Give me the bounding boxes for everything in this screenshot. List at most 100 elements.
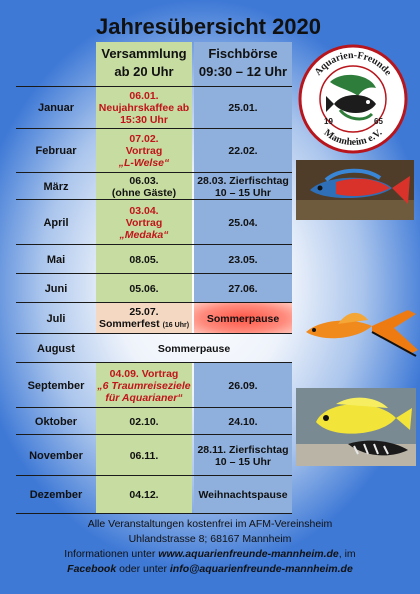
fischboerse-cell-line: 10 – 15 Uhr bbox=[215, 456, 271, 468]
fischboerse-cell-text: 25.01. bbox=[228, 102, 258, 114]
versammlung-cell-text: 25.07. bbox=[129, 305, 159, 318]
versammlung-cell-text: 04.12. bbox=[129, 489, 159, 501]
versammlung-cell-line: 06.11. bbox=[130, 450, 159, 462]
versammlung-header: Versammlung ab 20 Uhr bbox=[96, 42, 192, 86]
versammlung-header-line1: Versammlung bbox=[101, 46, 187, 61]
versammlung-cell-text: „6 Traumreiseziele bbox=[97, 379, 191, 392]
fischboerse-cell-line: Sommerpause bbox=[207, 313, 279, 325]
versammlung-cell-line: 05.06. bbox=[129, 283, 158, 295]
versammlung-cell: 04.12. bbox=[96, 476, 192, 514]
versammlung-cell-text: Neujahrskaffee ab bbox=[98, 102, 190, 114]
month-label: Juni bbox=[44, 282, 68, 295]
fischboerse-cell: 28.11. Zierfischtag 10 – 15 Uhr bbox=[194, 435, 292, 476]
fischboerse-cell: 23.05. bbox=[194, 245, 292, 274]
fischboerse-cell-text: 23.05. bbox=[228, 253, 258, 266]
website-link[interactable]: www.aquarienfreunde-mannheim.de bbox=[158, 548, 339, 560]
versammlung-cell: 06.11. bbox=[96, 435, 192, 476]
versammlung-cell-text: 15:30 Uhr bbox=[120, 114, 168, 126]
fischboerse-cell-text: 26.09. bbox=[228, 379, 258, 392]
month-label: Januar bbox=[37, 102, 75, 114]
versammlung-cell-line: 03.04. bbox=[129, 205, 158, 217]
month-label: August bbox=[37, 342, 75, 355]
month-label: Februar bbox=[35, 145, 77, 157]
fischboerse-cell-line: 26.09. bbox=[228, 380, 257, 392]
fischboerse-cell-line: 27.06. bbox=[228, 283, 257, 295]
killifish-photo bbox=[296, 160, 414, 220]
versammlung-cell-text: (ohne Gäste) bbox=[111, 186, 177, 199]
versammlung-cell-text: „Medaka“ bbox=[119, 228, 169, 241]
versammlung-cell-note: (16 Uhr) bbox=[162, 321, 190, 329]
footer-line-4: Facebook oder unter info@aquarienfreunde… bbox=[30, 563, 390, 575]
versammlung-cell: 08.05. bbox=[96, 245, 192, 274]
table-row: Juni 05.06. 27.06. bbox=[16, 273, 292, 303]
fischboerse-cell-text: 22.02. bbox=[228, 145, 258, 157]
versammlung-cell: 05.06. bbox=[96, 274, 192, 303]
versammlung-cell-line: 04.12. bbox=[129, 489, 158, 501]
versammlung-cell-line: 02.10. bbox=[129, 416, 158, 428]
versammlung-cell: 07.02. Vortrag „L-Welse“ bbox=[96, 129, 192, 173]
footer-info-suffix: , im bbox=[338, 548, 356, 560]
versammlung-cell-line: Vortrag bbox=[126, 217, 163, 229]
fischboerse-cell-text: Sommerpause bbox=[206, 312, 280, 325]
table-row: Oktober 02.10. 24.10. bbox=[16, 407, 292, 435]
versammlung-cell-line: 15:30 Uhr bbox=[120, 114, 168, 126]
fischboerse-cell-line: 28.11. Zierfischtag bbox=[197, 444, 288, 456]
versammlung-cell: 03.04. Vortrag „Medaka“ bbox=[96, 200, 192, 245]
versammlung-cell: 02.10. bbox=[96, 408, 192, 435]
footer-line-3: Informationen unter www.aquarienfreunde-… bbox=[30, 548, 390, 560]
versammlung-cell-text: 06.03. bbox=[129, 174, 159, 187]
versammlung-cell: 06.01. Neujahrskaffee ab 15:30 Uhr bbox=[96, 87, 192, 129]
footer-line-2: Uhlandstrasse 8; 68167 Mannheim bbox=[128, 533, 292, 545]
table-row: Februar 07.02. Vortrag „L-Welse“ 22.02. bbox=[16, 128, 292, 173]
logo-year-right: 65 bbox=[374, 117, 383, 126]
fischboerse-header-line1: Fischbörse bbox=[208, 46, 278, 61]
versammlung-cell-line: 08.05. bbox=[129, 254, 158, 266]
fischboerse-cell-text: 25.04. bbox=[228, 216, 258, 229]
versammlung-cell-text: 04.09. Vortrag bbox=[109, 367, 179, 380]
table-row: Juli 25.07. Sommerfest (16 Uhr) Sommerpause bbox=[16, 302, 292, 334]
cichlid-photo bbox=[296, 388, 416, 466]
versammlung-cell-line: 06.01. bbox=[129, 90, 158, 102]
page-title: Jahresübersicht 2020 bbox=[96, 14, 322, 39]
versammlung-cell-line: „6 Traumreiseziele bbox=[97, 380, 190, 392]
table-row: November 06.11. 28.11. Zierfischtag 10 – 15… bbox=[16, 434, 292, 476]
table-row: September 04.09. Vortrag „6 Traumreiseziel… bbox=[16, 362, 292, 408]
fischboerse-header: Fischbörse 09:30 – 12 Uhr bbox=[194, 42, 292, 86]
versammlung-cell-text: 03.04. bbox=[129, 204, 159, 217]
month-label: Oktober bbox=[34, 415, 78, 428]
month-label: März bbox=[43, 180, 69, 193]
fischboerse-cell-line: 10 – 15 Uhr bbox=[215, 187, 271, 199]
month-label: September bbox=[27, 379, 85, 392]
versammlung-cell-line: Neujahrskaffee ab bbox=[99, 102, 189, 114]
versammlung-cell-text: 06.11. bbox=[129, 449, 159, 462]
fischboerse-cell: Weihnachtspause bbox=[194, 476, 292, 514]
club-logo: Aquarien-Freunde Mannheim e.V. 19 65 bbox=[298, 44, 408, 154]
versammlung-cell: 04.09. Vortrag „6 Traumreiseziele für Aqua… bbox=[96, 363, 192, 408]
versammlung-cell-text: 05.06. bbox=[129, 282, 159, 295]
facebook-link[interactable]: Facebook bbox=[67, 563, 117, 575]
footer-line-1: Alle Veranstaltungen kostenfrei im AFM-V… bbox=[87, 518, 333, 530]
versammlung-cell-line: Sommerfest (16 Uhr) bbox=[99, 318, 189, 332]
fischboerse-cell-line: 22.02. bbox=[228, 145, 257, 157]
footer-or-text: oder unter bbox=[116, 563, 170, 575]
logo-year-left: 19 bbox=[324, 117, 333, 126]
versammlung-cell: 25.07. Sommerfest (16 Uhr) bbox=[96, 303, 192, 334]
table-row: April 03.04. Vortrag „Medaka“ 25.04. bbox=[16, 199, 292, 245]
versammlung-cell-text: Vortrag bbox=[125, 216, 163, 229]
fish-emblem-icon bbox=[326, 74, 376, 121]
versammlung-cell-text: 02.10. bbox=[129, 415, 159, 428]
table-bottom-border bbox=[16, 513, 292, 514]
versammlung-cell-text: „L-Welse“ bbox=[118, 157, 170, 169]
versammlung-cell-line: 25.07. bbox=[129, 306, 158, 318]
fischboerse-cell-line: 24.10. bbox=[228, 416, 257, 428]
fischboerse-cell-text: 10 – 15 Uhr bbox=[214, 186, 272, 199]
email-link[interactable]: info@aquarienfreunde-mannheim.de bbox=[169, 563, 353, 575]
fischboerse-cell-text: 24.10. bbox=[228, 415, 258, 428]
versammlung-cell-line: „L-Welse“ bbox=[119, 157, 170, 169]
versammlung-cell-line: 04.09. Vortrag bbox=[110, 368, 179, 380]
month-label: April bbox=[43, 216, 69, 229]
month-label: Dezember bbox=[29, 489, 83, 501]
fischboerse-cell-text: 28.03. Zierfischtag bbox=[197, 174, 289, 187]
table-row: Dezember 04.12. Weihnachtspause bbox=[16, 475, 292, 514]
versammlung-header-line2: ab 20 Uhr bbox=[114, 64, 174, 79]
